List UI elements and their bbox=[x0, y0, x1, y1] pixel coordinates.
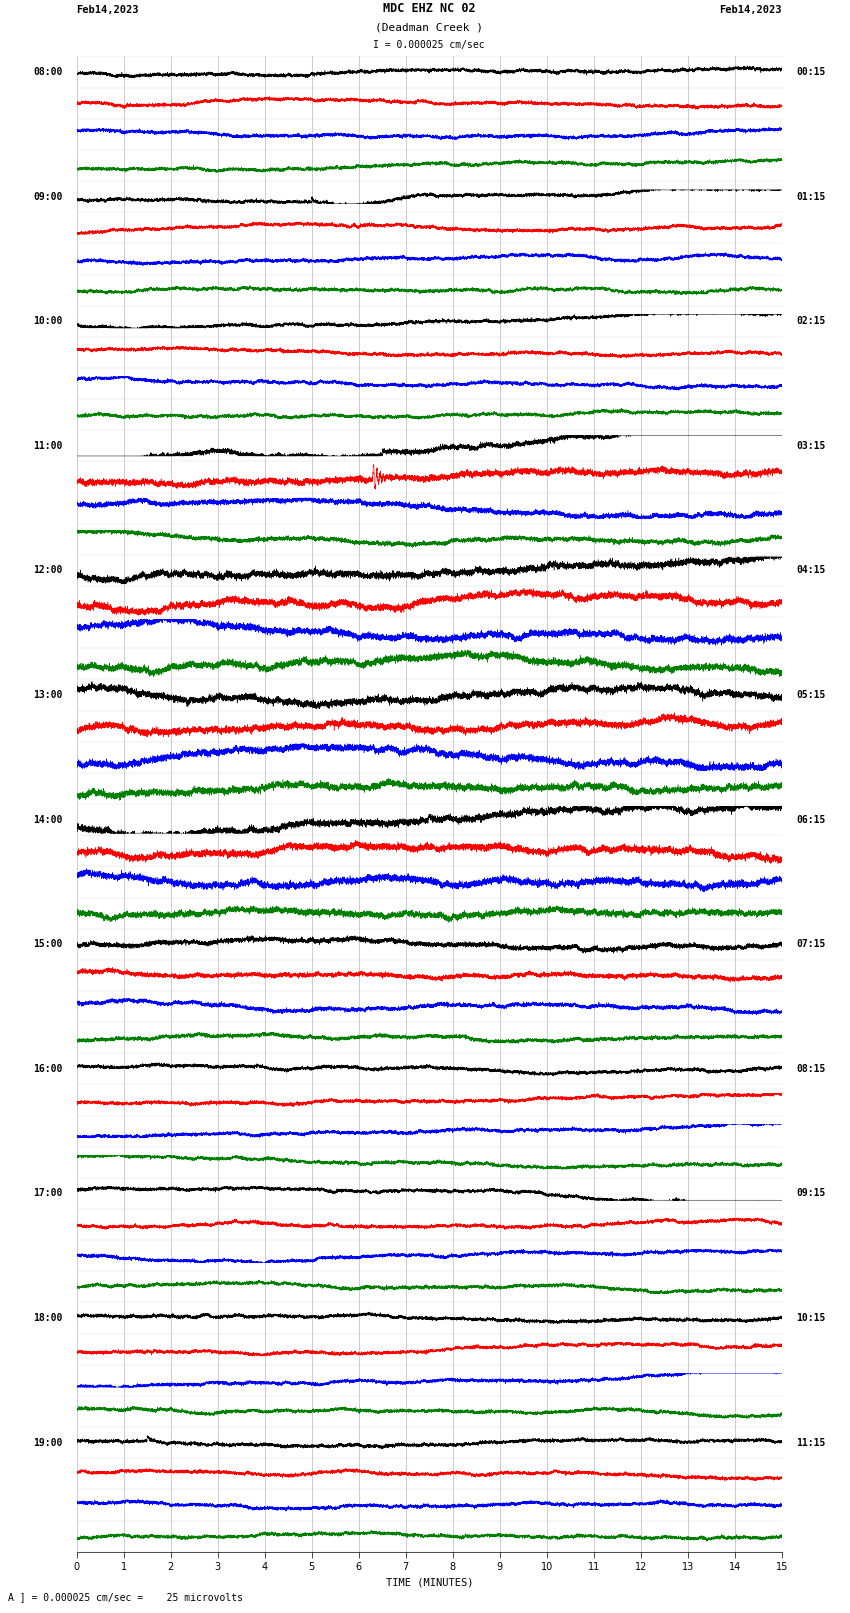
Text: Feb14,2023: Feb14,2023 bbox=[719, 5, 782, 15]
Text: 12:00: 12:00 bbox=[33, 566, 62, 576]
Text: 06:15: 06:15 bbox=[796, 815, 825, 824]
Text: A ] = 0.000025 cm/sec =    25 microvolts: A ] = 0.000025 cm/sec = 25 microvolts bbox=[8, 1592, 243, 1602]
Text: 08:00: 08:00 bbox=[33, 68, 62, 77]
Text: 08:15: 08:15 bbox=[796, 1065, 825, 1074]
Text: 03:15: 03:15 bbox=[796, 440, 825, 452]
Text: 16:00: 16:00 bbox=[33, 1065, 62, 1074]
Text: 09:00: 09:00 bbox=[33, 192, 62, 202]
Text: 10:00: 10:00 bbox=[33, 316, 62, 326]
Text: 11:15: 11:15 bbox=[796, 1437, 825, 1448]
Text: 02:15: 02:15 bbox=[796, 316, 825, 326]
Text: 17:00: 17:00 bbox=[33, 1189, 62, 1198]
Text: 09:15: 09:15 bbox=[796, 1189, 825, 1198]
Text: 10:15: 10:15 bbox=[796, 1313, 825, 1323]
Text: 11:00: 11:00 bbox=[33, 440, 62, 452]
Text: Feb14,2023: Feb14,2023 bbox=[76, 5, 139, 15]
X-axis label: TIME (MINUTES): TIME (MINUTES) bbox=[386, 1578, 473, 1587]
Text: 13:00: 13:00 bbox=[33, 690, 62, 700]
Text: 05:15: 05:15 bbox=[796, 690, 825, 700]
Text: 14:00: 14:00 bbox=[33, 815, 62, 824]
Text: I = 0.000025 cm/sec: I = 0.000025 cm/sec bbox=[373, 40, 485, 50]
Text: 15:00: 15:00 bbox=[33, 939, 62, 950]
Text: 01:15: 01:15 bbox=[796, 192, 825, 202]
Text: 04:15: 04:15 bbox=[796, 566, 825, 576]
Text: 18:00: 18:00 bbox=[33, 1313, 62, 1323]
Text: 00:15: 00:15 bbox=[796, 68, 825, 77]
Text: MDC EHZ NC 02: MDC EHZ NC 02 bbox=[383, 2, 475, 15]
Text: 07:15: 07:15 bbox=[796, 939, 825, 950]
Text: 19:00: 19:00 bbox=[33, 1437, 62, 1448]
Text: (Deadman Creek ): (Deadman Creek ) bbox=[375, 23, 484, 32]
